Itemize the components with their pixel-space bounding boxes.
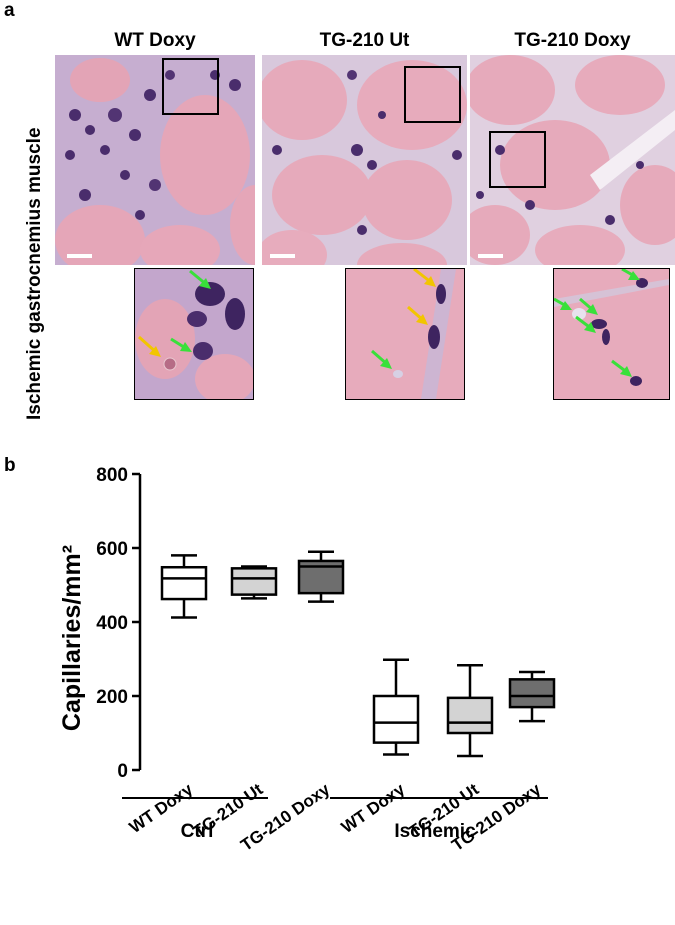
column-title-tg210-doxy: TG-210 Doxy [514, 30, 631, 51]
box-6 [508, 670, 556, 723]
inset-tg210-ut [345, 268, 465, 400]
micrograph-tg210-ut [262, 55, 467, 265]
ctrl-group-label: Ctrl [181, 821, 214, 842]
box-iqr [160, 565, 208, 601]
box-1 [160, 554, 208, 619]
box-3 [297, 550, 345, 603]
box-series [160, 550, 556, 758]
panel-b-letter: b [4, 455, 16, 476]
y-tick-label: 800 [96, 465, 128, 486]
column-title-wt-doxy: WT Doxy [114, 30, 196, 51]
micrograph-tg210-doxy [470, 55, 675, 265]
row-label: Ischemic gastrocnemius muscle [24, 127, 45, 420]
box-5 [446, 664, 494, 758]
inset-wt-doxy [134, 268, 254, 400]
box-iqr [446, 696, 494, 735]
column-title-tg210-ut: TG-210 Ut [319, 30, 410, 51]
box-iqr [508, 678, 556, 709]
inset-tg210-doxy [553, 268, 670, 400]
panel-a-letter: a [4, 0, 15, 21]
y-tick-label: 600 [96, 539, 128, 560]
y-tick-label: 400 [96, 613, 128, 634]
box-iqr [230, 567, 278, 596]
micrograph-wt-doxy [55, 55, 255, 265]
y-axis-label: Capillaries/mm² [58, 545, 86, 731]
box-2 [230, 565, 278, 600]
y-tick-label: 0 [117, 761, 128, 782]
box-4 [372, 658, 420, 756]
ischemic-group-label: Ischemic [394, 821, 476, 842]
y-axis: 0 200 400 600 800 [96, 465, 142, 782]
y-tick-label: 200 [96, 687, 128, 708]
box-iqr [372, 694, 420, 744]
